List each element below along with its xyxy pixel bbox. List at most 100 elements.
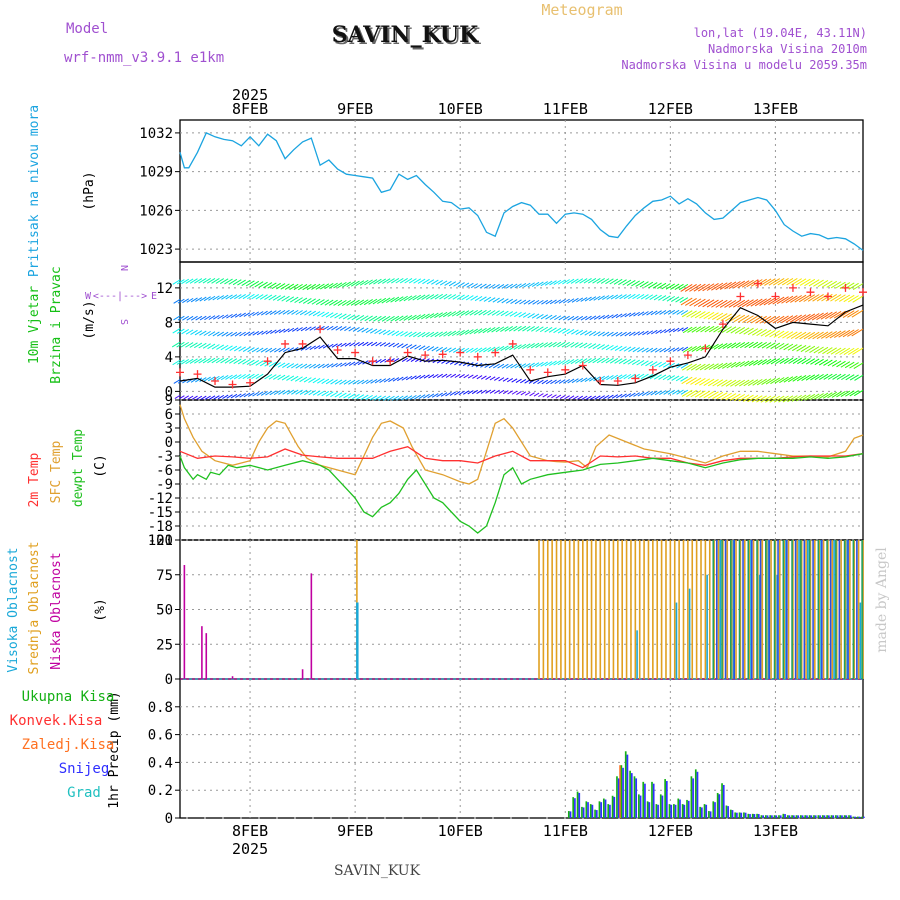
wind-barb [230,313,238,319]
station-title-fg: SAVIN_KUK [332,22,479,48]
wind-barb [449,391,457,396]
wind-barb [195,377,203,383]
wind-barb [290,296,299,303]
wind-barb [743,327,754,335]
wind-barb [834,330,846,339]
wind-barb [659,347,667,353]
wind-barb [331,362,338,368]
wind-gust-marker [648,365,657,374]
wind-barb [829,311,842,319]
wind-barb [682,326,693,334]
wind-barb [467,374,474,379]
wind-barb [199,315,207,321]
wind-barb [752,328,763,336]
wind-barb [557,359,566,366]
compass-n: N [118,265,129,271]
wind-barb [712,312,724,321]
wind-barb [312,311,321,317]
wind-barb [792,375,802,382]
wind-barb [414,394,422,400]
wind-barb [627,293,636,300]
wind-barb [722,362,732,369]
wind-barb [725,393,737,401]
wind-barb [823,373,833,380]
wind-barb [729,314,741,322]
wind-barb [176,328,185,334]
wind-barb [719,281,732,290]
pressure-ytick-label: 1032 [139,126,173,142]
wind-barb [259,360,268,367]
clouds-ytick-label: 25 [156,637,173,653]
wind-barb [215,357,225,364]
wind-barb [297,283,308,291]
wind-gust-marker [473,352,482,361]
wind-barb [431,279,439,285]
precip-bar-ukupna [835,815,837,818]
wind-barb [764,278,776,286]
wind-barb [379,358,387,363]
wind-barb [593,376,601,382]
wind-barb [746,279,759,288]
wind-barb [325,391,334,397]
wind-barb [238,373,246,380]
wind-barb [697,283,711,292]
wind-barb [426,279,435,285]
precip-bar-snijeg [784,814,786,818]
wind-axis-label-1: 10m Vjetar [27,286,42,364]
wind-barb [817,346,829,354]
wind-barb [854,374,864,381]
wind-barb [309,326,316,331]
wind-barb [251,293,260,300]
wind-barb [434,331,443,338]
wind-barb [199,296,207,302]
wind-barb [584,377,592,383]
wind-barb [325,379,334,385]
precip-bar-ukupna [843,815,846,818]
wind-barb [761,342,772,349]
wind-barb [672,347,680,352]
compass-e: E [151,291,157,302]
wind-barb [649,294,658,300]
wind-barb [787,395,798,403]
wind-barb [304,363,312,369]
wind-barb [592,277,601,284]
wind-barb [473,328,483,335]
wind-barb [830,347,842,355]
wind-barb [317,363,325,369]
wind-barb [317,311,325,317]
compass-s: S [118,319,129,325]
precip-bar-ukupna [830,815,833,818]
wind-barb [733,299,746,308]
wind-barb [611,313,619,319]
wind-barb [739,341,750,349]
wind-barb [603,394,610,400]
wind-barb [200,395,207,400]
wind-barb [273,310,281,315]
wind-barb [549,299,557,305]
wind-barb [713,362,724,370]
wind-barb [299,310,308,316]
wind-barb [372,298,382,305]
wind-barb [291,363,299,369]
temperature-ytick-label: -3 [156,449,173,465]
precip-bar-ukupna [659,794,662,818]
wind-barb [623,346,632,352]
precip-bar-ukupna [589,804,592,818]
wind-barb [553,360,562,366]
wind-barb [820,331,833,339]
wind-barb [472,374,478,379]
wind-barb [716,379,728,387]
wind-barb [549,280,557,286]
wind-barb [286,389,295,395]
wind-barb [366,341,373,347]
precip-bar-ukupna [817,815,820,818]
wind-barb [413,331,422,338]
precip-bar-snijeg [740,812,743,818]
wind-barb [498,377,505,382]
wind-barb [616,393,623,399]
wind-ytick-label: 8 [165,315,173,331]
precip-bar-ukupna [751,813,754,818]
wind-barb [338,392,347,398]
wind-barb [602,314,610,320]
